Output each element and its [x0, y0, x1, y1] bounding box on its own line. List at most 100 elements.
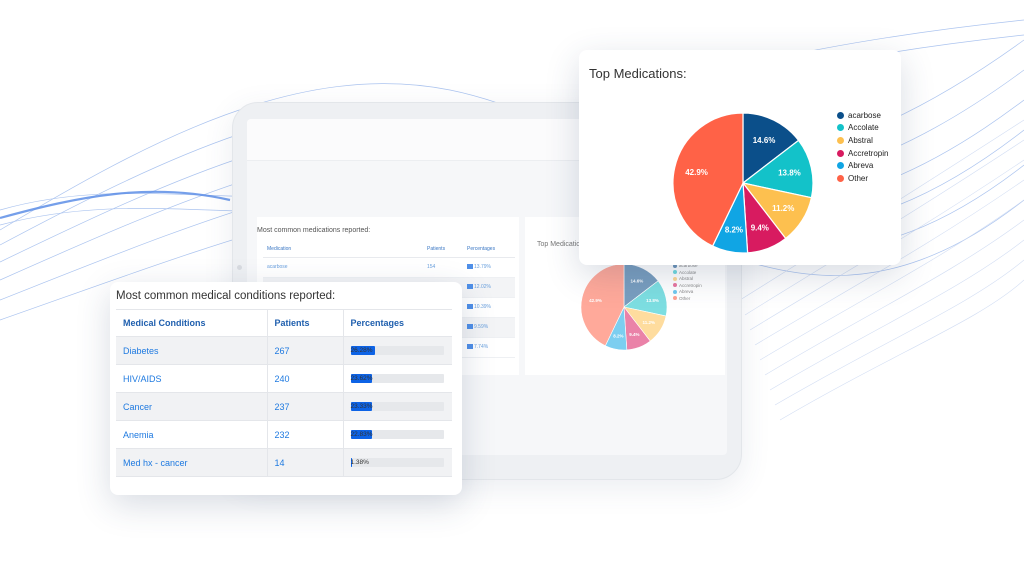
- tablet-med-pct: 7.74%: [474, 344, 489, 350]
- tablet-pie-slice-label: 14.6%: [631, 278, 644, 283]
- tablet-legend-item[interactable]: Abstral: [673, 276, 702, 283]
- table-row[interactable]: acarbose 154 13.79%: [263, 257, 515, 278]
- tablet-pie-slice-label: 9.4%: [629, 332, 639, 337]
- pie-slice-label: 11.2%: [772, 204, 794, 213]
- legend-color-dot: [673, 270, 677, 275]
- tablet-med-pct: 10.39%: [474, 304, 491, 310]
- pie-legend-label: Abstral: [848, 135, 873, 145]
- table-row[interactable]: Diabetes 267 26.28%: [116, 336, 452, 365]
- pie-legend-label: Abreva: [848, 161, 874, 171]
- percentage-bar: 23.33%: [350, 402, 444, 411]
- legend-color-dot: [837, 162, 844, 170]
- pie-legend-label: acarbose: [848, 110, 881, 120]
- legend-color-dot: [837, 136, 844, 144]
- medical-conditions-card: Most common medical conditions reported:…: [110, 282, 462, 495]
- percentage-value: 23.33%: [350, 403, 373, 410]
- tablet-legend-label: Abreva: [679, 289, 694, 294]
- tablet-legend-item[interactable]: Accolate: [673, 270, 702, 277]
- pie-legend-item[interactable]: Accretropin: [837, 147, 888, 160]
- condition-patients[interactable]: 232: [267, 420, 344, 449]
- percentage-bar: 23.62%: [350, 374, 444, 383]
- tablet-med-name[interactable]: acarbose: [263, 257, 423, 278]
- tablet-pie-slice-other[interactable]: [580, 263, 625, 347]
- pie-slice-label: 9.4%: [751, 223, 769, 232]
- condition-name[interactable]: Anemia: [116, 420, 268, 449]
- percentage-bar-fill: [350, 458, 352, 467]
- condition-name[interactable]: Med hx - cancer: [116, 448, 268, 477]
- condition-name[interactable]: HIV/AIDS: [116, 364, 268, 393]
- tablet-pct-bar: [467, 344, 473, 350]
- pie-legend-item[interactable]: Other: [837, 172, 888, 185]
- percentage-value: 23.62%: [350, 375, 373, 382]
- pie-slice-label: 42.9%: [685, 168, 708, 177]
- legend-color-dot: [673, 276, 677, 281]
- legend-color-dot: [837, 149, 844, 157]
- top-medications-card: Top Medications: 14.6% 13.8% 11.2% 9.4% 8.2%…: [579, 50, 901, 265]
- tablet-pct-bar: [467, 304, 473, 310]
- percentage-value: 22.83%: [350, 431, 373, 438]
- pie-legend-item[interactable]: Abstral: [837, 134, 888, 147]
- condition-name[interactable]: Diabetes: [116, 336, 268, 365]
- pie-legend-label: Accretropin: [848, 148, 889, 158]
- tablet-pct-bar: [467, 284, 473, 290]
- condition-name[interactable]: Cancer: [116, 392, 268, 421]
- condition-patients[interactable]: 237: [267, 392, 344, 421]
- tablet-legend-item[interactable]: acarbose: [673, 263, 702, 270]
- table-row[interactable]: Anemia 232 22.83%: [116, 420, 452, 449]
- legend-color-dot: [837, 111, 844, 119]
- tablet-legend-label: acarbose: [679, 263, 698, 268]
- condition-patients[interactable]: 14: [267, 448, 344, 477]
- conditions-table: Medical Conditions Patients Percentages …: [116, 309, 452, 477]
- tablet-med-pct: 9.59%: [474, 324, 489, 330]
- legend-color-dot: [837, 124, 844, 132]
- table-row[interactable]: Med hx - cancer 14 1.38%: [116, 448, 452, 477]
- percentage-bar-fill: [350, 346, 375, 355]
- pie-slice-other[interactable]: [672, 112, 744, 247]
- tablet-camera: [237, 265, 242, 270]
- pie-slice-accolate[interactable]: [741, 139, 814, 199]
- tablet-med-pct: 12.02%: [474, 284, 491, 290]
- conditions-title: Most common medical conditions reported:: [116, 290, 336, 302]
- pie-legend: acarbose Accolate Abstral Accretropin Abreva…: [837, 109, 888, 185]
- tablet-col-medication: Medication: [263, 241, 423, 258]
- pie-slice-label: 13.8%: [778, 168, 801, 177]
- col-percentages[interactable]: Percentages: [343, 309, 452, 337]
- tablet-legend-label: Other: [679, 295, 691, 301]
- col-patients[interactable]: Patients: [267, 309, 344, 337]
- tablet-col-patients: Patients: [423, 241, 463, 258]
- tablet-legend-item[interactable]: Other: [673, 296, 702, 303]
- tablet-pct-bar: [467, 324, 473, 330]
- tablet-legend-label: Accolate: [679, 269, 697, 275]
- table-row[interactable]: HIV/AIDS 240 23.62%: [116, 364, 452, 393]
- percentage-bar-fill: [350, 402, 373, 411]
- tablet-med-pct: 13.79%: [474, 264, 491, 270]
- pie-slice-acarbose[interactable]: [742, 112, 800, 185]
- pie-legend-label: Other: [848, 173, 869, 183]
- legend-color-dot: [673, 289, 677, 294]
- pie-legend-item[interactable]: Accolate: [837, 122, 888, 135]
- tablet-col-percentages: Percentages: [463, 241, 515, 258]
- percentage-bar: 1.38%: [350, 458, 444, 467]
- legend-color-dot: [673, 263, 677, 268]
- tablet-legend-label: Accretropin: [679, 282, 702, 288]
- tablet-med-patients: 154: [423, 257, 463, 278]
- table-row[interactable]: Cancer 237 23.33%: [116, 392, 452, 421]
- pie-legend-item[interactable]: Abreva: [837, 159, 888, 172]
- tablet-chart-title: Top Medications:: [537, 241, 590, 248]
- pie-legend-item[interactable]: acarbose: [837, 109, 888, 122]
- col-medical-conditions[interactable]: Medical Conditions: [116, 309, 268, 337]
- tablet-legend-item[interactable]: Abreva: [673, 289, 702, 296]
- condition-patients[interactable]: 267: [267, 336, 344, 365]
- tablet-pie-chart: 14.6% 13.8% 11.2% 9.4% 8.2% 42.9%: [580, 263, 668, 351]
- pie-slice-label: 14.6%: [753, 136, 776, 145]
- tablet-pct-bar: [467, 264, 473, 270]
- tablet-legend-item[interactable]: Accretropin: [673, 283, 702, 290]
- tablet-pie-slice-label: 13.8%: [646, 298, 659, 303]
- percentage-bar: 22.83%: [350, 430, 444, 439]
- pie-legend-label: Accolate: [848, 123, 879, 133]
- percentage-bar-fill: [350, 430, 372, 439]
- tablet-chart-panel: Top Medications: 14.6% 13.8% 11.2% 9.4% 8.2%…: [525, 217, 725, 375]
- pie-slice-label: 8.2%: [725, 226, 743, 235]
- condition-patients[interactable]: 240: [267, 364, 344, 393]
- tablet-pie-slice-label: 8.2%: [613, 333, 623, 338]
